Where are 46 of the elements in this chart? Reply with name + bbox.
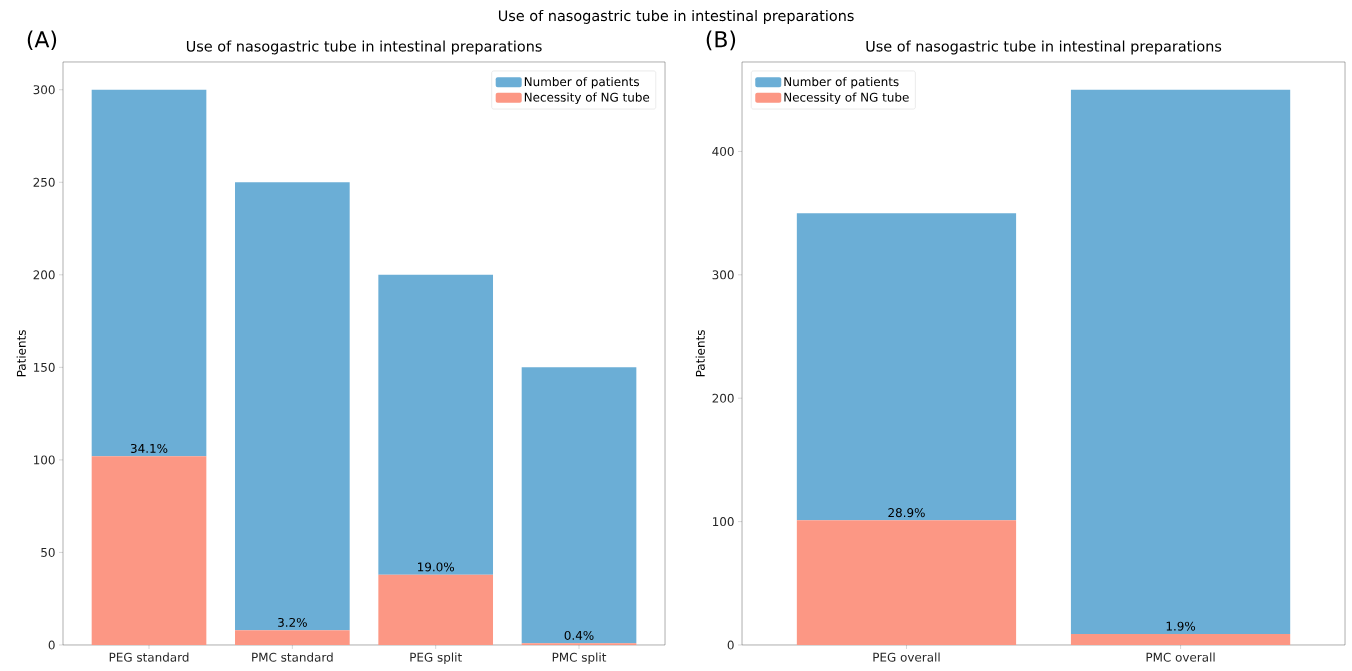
bar bbox=[91, 456, 207, 645]
y-tick-label: 300 bbox=[33, 85, 55, 95]
x-tick-label: PMC split bbox=[552, 652, 607, 665]
x-tick-label: PEG split bbox=[410, 652, 462, 665]
bar bbox=[521, 367, 637, 644]
x-tick-label: PMC standard bbox=[252, 652, 333, 662]
annotation: 0.4% bbox=[564, 630, 594, 640]
legend-label: Necessity of NG tube bbox=[524, 92, 650, 105]
x-tick-label: PEG overall bbox=[873, 652, 940, 662]
bar bbox=[796, 213, 1017, 521]
bar bbox=[796, 520, 1017, 645]
bar bbox=[91, 89, 207, 457]
y-tick-label: 0 bbox=[48, 640, 55, 650]
x-tick-label: PEG standard bbox=[109, 652, 189, 662]
y-axis-title: Patients bbox=[16, 330, 26, 377]
y-tick-label: 50 bbox=[41, 547, 55, 557]
y-tick-label: 0 bbox=[727, 640, 734, 650]
text: (A) bbox=[27, 30, 57, 51]
chart-title: Use of nasogastric tube in intestinal preparations bbox=[866, 40, 1222, 55]
bar bbox=[1070, 633, 1291, 645]
y-axis-title: Patients bbox=[695, 330, 705, 377]
y-tick-label: 200 bbox=[33, 270, 55, 280]
y-tick-label: 100 bbox=[712, 517, 734, 527]
text: Use of nasogastric tube in intestinal preparations bbox=[498, 9, 854, 24]
legend-label: Number of patients bbox=[784, 76, 899, 89]
y-tick-label: 250 bbox=[33, 177, 55, 187]
annotation: 28.9% bbox=[888, 508, 925, 518]
bar bbox=[1070, 89, 1291, 634]
y-tick-label: 200 bbox=[712, 393, 734, 403]
bar bbox=[378, 574, 494, 645]
x-tick-label: PMC overall bbox=[1146, 652, 1215, 662]
annotation: 34.1% bbox=[130, 443, 168, 454]
text: (B) bbox=[706, 30, 736, 51]
y-tick-label: 300 bbox=[712, 270, 734, 280]
y-tick-label: 100 bbox=[33, 455, 55, 465]
bar bbox=[235, 630, 350, 645]
chart-title: Use of nasogastric tube in intestinal preparations bbox=[186, 40, 542, 55]
y-tick-label: 150 bbox=[33, 362, 55, 372]
y-tick-label: 400 bbox=[712, 146, 734, 156]
bar bbox=[235, 182, 350, 631]
annotation: 19.0% bbox=[418, 562, 455, 572]
bar bbox=[378, 274, 494, 575]
annotation: 1.9% bbox=[1166, 621, 1196, 631]
legend-label: Necessity of NG tube bbox=[784, 92, 909, 105]
annotation: 3.2% bbox=[278, 617, 307, 627]
legend-label: Number of patients bbox=[524, 76, 640, 89]
